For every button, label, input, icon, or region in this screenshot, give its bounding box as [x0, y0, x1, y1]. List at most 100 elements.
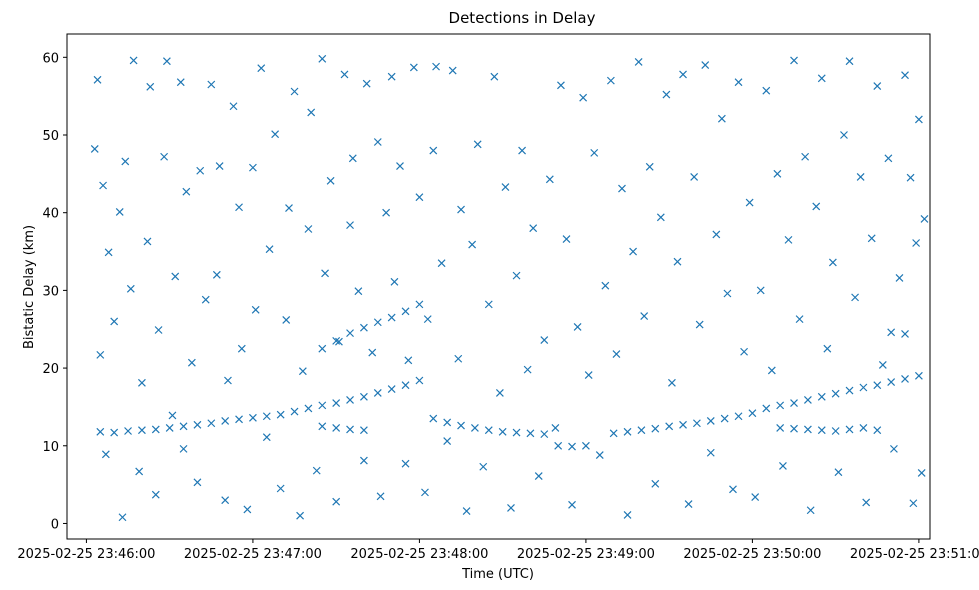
data-point	[271, 130, 280, 139]
data-point	[545, 175, 554, 184]
data-point	[409, 63, 418, 72]
data-point	[618, 184, 626, 193]
data-point	[457, 421, 465, 430]
data-point	[235, 203, 243, 212]
y-axis-ticks: 0 10 20 30 40 50 60	[42, 51, 67, 532]
data-point	[684, 500, 693, 508]
data-point	[590, 148, 599, 157]
data-point	[332, 497, 341, 506]
data-point	[851, 293, 860, 302]
data-point	[662, 90, 671, 99]
data-point	[396, 162, 404, 171]
data-point	[137, 378, 146, 387]
data-point	[554, 441, 563, 450]
data-point	[867, 234, 876, 243]
data-point	[415, 193, 424, 202]
data-point	[154, 326, 163, 334]
y-tick-label: 60	[42, 51, 59, 66]
data-point	[584, 371, 593, 379]
data-point	[160, 152, 169, 161]
data-point	[415, 300, 424, 309]
data-point	[637, 426, 646, 435]
data-point	[873, 381, 882, 390]
data-point	[193, 478, 202, 487]
data-point	[484, 300, 493, 309]
data-point	[540, 430, 549, 439]
data-point	[248, 413, 257, 422]
data-point	[429, 414, 438, 423]
data-point	[376, 492, 385, 501]
data-point	[828, 258, 837, 267]
data-point	[523, 365, 532, 374]
data-point	[917, 469, 926, 477]
data-point	[906, 173, 915, 182]
data-point	[182, 187, 191, 196]
data-point	[779, 462, 787, 470]
data-point	[285, 204, 293, 212]
data-point	[701, 61, 710, 70]
data-point	[318, 422, 327, 431]
x-tick-label: 2025-02-25 23:48:00	[350, 547, 488, 562]
data-point	[612, 350, 621, 359]
x-axis-ticks: 2025-02-25 23:46:00 2025-02-25 23:47:00 20…	[17, 539, 979, 562]
data-point	[734, 78, 743, 87]
data-point	[362, 79, 371, 88]
data-point	[498, 427, 507, 436]
data-point	[457, 205, 465, 214]
data-point	[346, 425, 354, 434]
data-point	[651, 479, 660, 488]
data-point	[887, 328, 896, 337]
data-point	[318, 54, 327, 63]
data-point	[401, 459, 410, 468]
data-point	[359, 392, 368, 401]
data-point	[862, 498, 871, 507]
data-point	[573, 322, 582, 331]
data-point	[346, 221, 354, 230]
data-point	[443, 418, 452, 427]
data-point	[390, 277, 399, 286]
data-point	[629, 247, 638, 256]
data-point	[359, 426, 368, 435]
data-point	[712, 230, 721, 239]
data-point	[290, 407, 299, 416]
data-point	[115, 207, 124, 216]
data-point	[96, 427, 105, 436]
data-point	[751, 493, 760, 501]
data-point	[340, 70, 349, 79]
data-point	[124, 427, 132, 435]
data-point	[706, 448, 715, 457]
data-point	[706, 416, 715, 425]
data-point	[265, 245, 274, 254]
data-point	[890, 444, 898, 453]
data-point	[257, 64, 266, 73]
data-point	[221, 416, 230, 425]
data-point	[695, 320, 704, 329]
data-point	[468, 240, 477, 249]
data-point	[332, 336, 341, 345]
data-point	[887, 378, 896, 386]
data-point	[673, 257, 682, 266]
data-point	[282, 315, 291, 324]
data-point	[193, 420, 202, 429]
data-point	[151, 490, 160, 499]
x-axis-label: Time (UTC)	[461, 567, 534, 582]
data-point	[784, 235, 793, 244]
data-point	[762, 86, 771, 95]
x-tick-label: 2025-02-25 23:46:00	[17, 547, 155, 562]
data-point	[121, 157, 130, 166]
data-point	[146, 82, 155, 91]
data-point	[387, 72, 396, 81]
data-point	[346, 396, 354, 404]
data-point	[221, 496, 230, 505]
data-point	[454, 354, 463, 363]
data-point	[373, 389, 382, 397]
data-point	[665, 422, 674, 431]
data-point	[914, 371, 923, 380]
data-point	[251, 305, 260, 314]
data-point	[640, 312, 649, 320]
x-tick-label: 2025-02-25 23:49:00	[517, 547, 655, 562]
data-point	[901, 375, 909, 383]
data-point	[878, 361, 887, 369]
data-point	[96, 350, 105, 359]
